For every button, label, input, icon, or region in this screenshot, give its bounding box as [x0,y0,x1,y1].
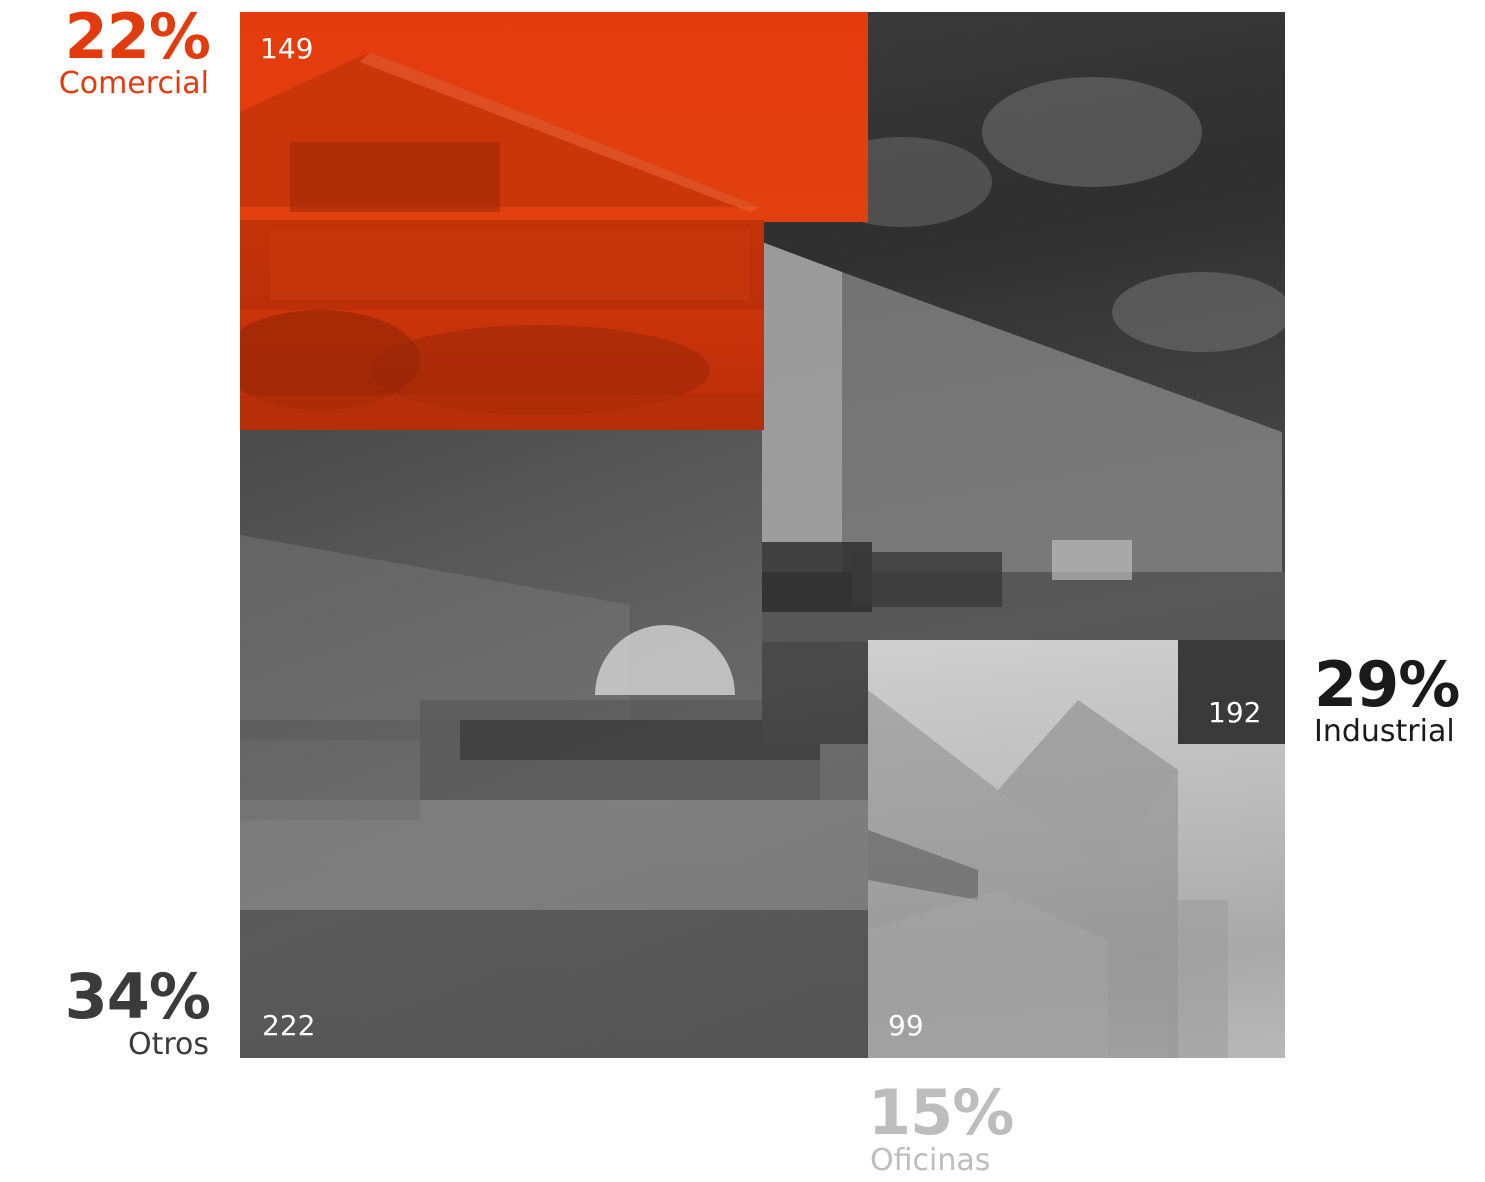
comercial-garden-illustration [240,220,764,430]
pct-otros: 34% [64,960,211,1033]
oficinas-tower-illustration [868,690,1228,1058]
industrial-count-box [1178,640,1285,744]
count-comercial: 149 [260,32,314,65]
tile-comercial-top [240,12,868,222]
tile-oficinas [868,640,1285,1058]
count-otros: 222 [262,1009,316,1042]
count-oficinas: 99 [888,1009,924,1042]
count-industrial: 192 [1208,696,1262,729]
otros-building-illustration [240,535,868,1058]
comercial-mall-illustration [240,52,760,212]
label-otros: Otros [127,1027,209,1062]
label-oficinas: Oficinas [870,1143,991,1178]
tile-comercial-bottom [240,220,764,430]
pct-comercial: 22% [64,0,211,73]
label-industrial: Industrial [1314,714,1455,749]
pct-industrial: 29% [1314,648,1460,721]
pct-oficinas: 15% [868,1076,1014,1149]
label-comercial: Comercial [58,66,209,101]
